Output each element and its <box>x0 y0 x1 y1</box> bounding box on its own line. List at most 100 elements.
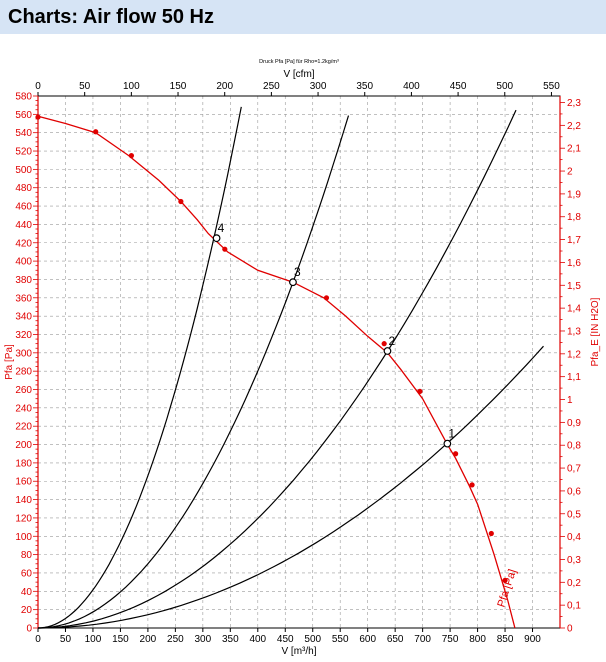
x2-tick-label: 300 <box>310 81 327 92</box>
y2-axis-label: Pfa_E [IN H2O] <box>590 297 601 366</box>
y2-tick-label: 0,3 <box>567 555 581 566</box>
y-tick-label: 200 <box>15 440 32 451</box>
x-axis-label: V [m³/h] <box>281 646 316 657</box>
y2-tick-label: 1,4 <box>567 304 581 315</box>
y2-tick-label: 1,8 <box>567 212 581 223</box>
y-tick-label: 380 <box>15 275 32 286</box>
y-tick-label: 120 <box>15 513 32 524</box>
x2-tick-label: 100 <box>123 81 140 92</box>
pressure-curve <box>37 115 516 629</box>
x-tick-label: 450 <box>277 634 294 645</box>
pressure-point <box>469 482 475 488</box>
x2-tick-label: 550 <box>543 81 560 92</box>
y-tick-label: 520 <box>15 147 32 158</box>
y-tick-label: 360 <box>15 293 32 304</box>
operating-point-label-3: 3 <box>294 265 301 279</box>
y-tick-label: 60 <box>21 568 33 579</box>
y2-tick-label: 1,5 <box>567 281 581 292</box>
operating-point-4 <box>212 234 221 243</box>
y2-tick-label: 1,2 <box>567 349 581 360</box>
x-tick-label: 400 <box>249 634 266 645</box>
x2-tick-label: 400 <box>403 81 420 92</box>
operating-point-2 <box>383 347 392 355</box>
system-curve-2 <box>37 109 517 629</box>
y-tick-label: 340 <box>15 312 32 323</box>
y2-tick-label: 2,2 <box>567 121 581 132</box>
y-tick-label: 0 <box>26 624 32 635</box>
pressure-point <box>178 198 184 205</box>
y-tick-label: 440 <box>15 220 32 231</box>
y-tick-label: 580 <box>15 92 32 103</box>
y2-tick-label: 0,1 <box>567 601 581 612</box>
operating-point-3 <box>289 278 297 287</box>
labels: 0 50 100 150 200 250 300 350 400 450 500 550 600 650 7… <box>4 59 601 657</box>
plot-frame <box>37 95 561 629</box>
y-tick-label: 280 <box>15 367 32 378</box>
y2-tick-label: 1,9 <box>567 189 581 200</box>
pressure-point <box>502 577 508 583</box>
x-tick-label: 350 <box>222 634 239 645</box>
operating-point-label-4: 4 <box>218 221 225 235</box>
y2-tick-label: 0,5 <box>567 509 581 520</box>
operating-point-label-2: 2 <box>388 334 395 348</box>
pressure-point <box>128 153 135 159</box>
x-tick-label: 0 <box>35 634 41 645</box>
x2-tick-label: 250 <box>263 81 280 92</box>
y2-tick-label: 0,2 <box>567 578 581 589</box>
x-tick-label: 550 <box>332 634 349 645</box>
x-tick-label: 50 <box>60 634 72 645</box>
y2-tick-label: 2,3 <box>567 98 581 109</box>
y2-tick-label: 2 <box>567 167 573 178</box>
y-tick-label: 540 <box>15 128 32 139</box>
page-title: Charts: Air flow 50 Hz <box>8 6 214 28</box>
pressure-point <box>222 246 228 252</box>
pressure-point <box>417 388 423 394</box>
y2-tick-label: 0,8 <box>567 441 581 452</box>
y2-tick-label: 1,6 <box>567 258 581 269</box>
x-tick-label: 600 <box>359 634 376 645</box>
y-tick-label: 560 <box>15 110 32 121</box>
y-tick-label: 400 <box>15 257 32 268</box>
y-tick-label: 240 <box>15 403 32 414</box>
y-tick-label: 300 <box>15 348 32 359</box>
operating-point-label-1: 1 <box>448 427 455 441</box>
air-flow-chart: 0 50 100 150 200 250 300 350 400 450 500 550 600 650 7… <box>4 59 601 657</box>
y2-tick-label: 0,4 <box>567 532 581 543</box>
x-tick-label: 850 <box>497 634 514 645</box>
x2-tick-label: 200 <box>216 81 233 92</box>
y-tick-label: 20 <box>21 605 33 616</box>
grid <box>38 96 560 628</box>
pressure-point <box>453 451 459 457</box>
x-tick-label: 750 <box>442 634 459 645</box>
x2-axis-label: V [cfm] <box>283 69 314 80</box>
y-tick-label: 140 <box>15 495 32 506</box>
axes <box>33 92 565 632</box>
y2-tick-label: 0,9 <box>567 418 581 429</box>
x-tick-label: 650 <box>387 634 404 645</box>
pressure-point <box>381 341 387 347</box>
x-tick-label: 200 <box>140 634 157 645</box>
x-tick-label: 250 <box>167 634 184 645</box>
chart-title: Druck Pfa [Pa] für Rho=1.2kg/m³ <box>259 59 339 65</box>
y2-tick-label: 2,1 <box>567 144 581 155</box>
x-tick-label: 150 <box>112 634 129 645</box>
y-tick-label: 420 <box>15 238 32 249</box>
operating-point-1 <box>443 439 452 448</box>
curves <box>35 106 544 629</box>
x2-tick-label: 500 <box>496 81 513 92</box>
x2-tick-label: 450 <box>450 81 467 92</box>
y-tick-label: 180 <box>15 458 32 469</box>
pressure-point <box>93 129 99 135</box>
x-tick-label: 800 <box>469 634 486 645</box>
y2-tick-label: 1,7 <box>567 235 581 246</box>
y-tick-label: 260 <box>15 385 32 396</box>
y-tick-label: 220 <box>15 422 32 433</box>
x-tick-label: 700 <box>414 634 431 645</box>
y-tick-label: 80 <box>21 550 33 561</box>
x2-tick-label: 50 <box>79 81 91 92</box>
x2-tick-label: 150 <box>170 81 187 92</box>
system-curve-1 <box>37 345 544 629</box>
system-curve-3 <box>37 115 350 629</box>
y2-tick-label: 0 <box>567 624 573 635</box>
y2-tick-label: 0,6 <box>567 486 581 497</box>
